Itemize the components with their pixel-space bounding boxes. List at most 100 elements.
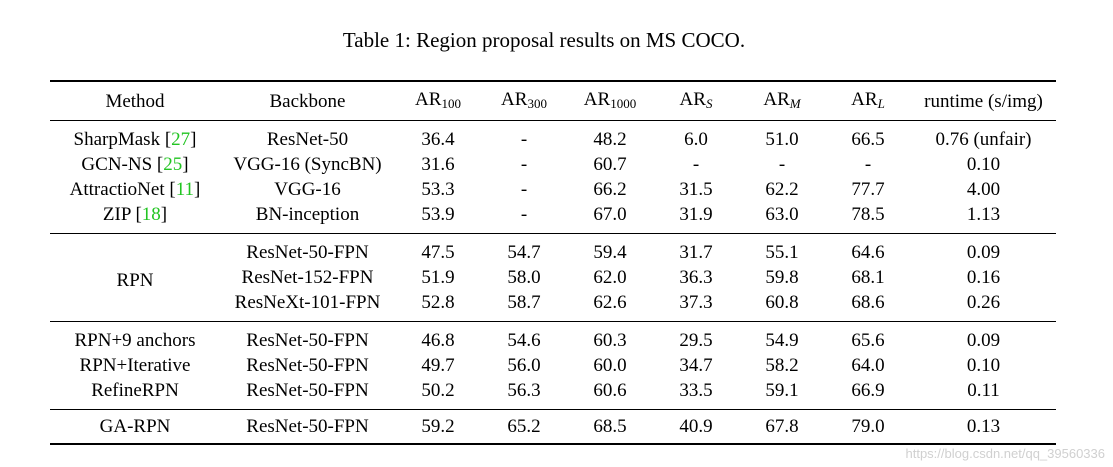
ars-cell: 31.9 bbox=[679, 204, 713, 225]
arl-cell: 78.5 bbox=[851, 204, 885, 225]
runtime-cell: 0.09 bbox=[966, 242, 1001, 263]
arl-cell: 68.1 bbox=[851, 267, 885, 288]
arm-cell: - bbox=[778, 154, 786, 175]
table-row: ResNeXt-101-FPN 52.8 58.7 62.6 37.3 60.8… bbox=[50, 290, 1056, 322]
method-cell: ZIP [18] bbox=[102, 204, 168, 225]
ars-cell: 6.0 bbox=[684, 129, 708, 150]
ar300-cell: 54.7 bbox=[507, 242, 541, 263]
header-arm: ARM bbox=[763, 88, 801, 111]
header-ars: ARS bbox=[679, 88, 713, 111]
ars-cell: 31.7 bbox=[679, 242, 713, 263]
ar100-cell: 46.8 bbox=[421, 330, 455, 351]
table-row: RPN ResNet-50-FPN 47.5 54.7 59.4 31.7 55… bbox=[50, 234, 1056, 291]
backbone-cell: ResNet-50-FPN bbox=[246, 355, 369, 376]
ar1000-cell: 60.3 bbox=[593, 330, 627, 351]
table-row: GCN-NS [25] VGG-16 (SyncBN) 31.6 - 60.7 … bbox=[50, 152, 1056, 177]
arl-cell: 68.6 bbox=[851, 292, 885, 313]
ars-cell: 37.3 bbox=[679, 292, 713, 313]
arm-cell: 59.8 bbox=[765, 267, 799, 288]
arl-cell: 66.5 bbox=[851, 129, 885, 150]
table-row: RPN+Iterative ResNet-50-FPN 49.7 56.0 60… bbox=[50, 353, 1056, 378]
backbone-cell: VGG-16 bbox=[274, 179, 341, 200]
method-cell: RPN+9 anchors bbox=[74, 330, 196, 351]
method-cell: RPN bbox=[116, 270, 154, 291]
backbone-cell: ResNet-50-FPN bbox=[246, 242, 369, 263]
method-cell: SharpMask [27] bbox=[73, 129, 197, 150]
ar100-cell: 59.2 bbox=[421, 416, 455, 437]
ar100-cell: 52.8 bbox=[421, 292, 455, 313]
arm-cell: 63.0 bbox=[765, 204, 799, 225]
ar1000-cell: 60.7 bbox=[593, 154, 627, 175]
group-prior-methods: SharpMask [27] ResNet-50 36.4 - 48.2 6.0… bbox=[50, 121, 1056, 234]
table-row: RPN+9 anchors ResNet-50-FPN 46.8 54.6 60… bbox=[50, 322, 1056, 354]
arm-cell: 55.1 bbox=[765, 242, 799, 263]
citation-link[interactable]: 11 bbox=[175, 179, 194, 200]
ars-cell: - bbox=[692, 154, 700, 175]
arl-cell: 66.9 bbox=[851, 380, 885, 401]
ar300-cell: - bbox=[520, 204, 528, 225]
ar300-cell: - bbox=[520, 129, 528, 150]
group-rpn: RPN ResNet-50-FPN 47.5 54.7 59.4 31.7 55… bbox=[50, 234, 1056, 322]
method-cell: AttractioNet [11] bbox=[69, 179, 201, 200]
ar300-cell: 58.7 bbox=[507, 292, 541, 313]
ar1000-cell: 62.0 bbox=[593, 267, 627, 288]
watermark: https://blog.csdn.net/qq_39560336 bbox=[905, 446, 1106, 461]
results-table: Method Backbone AR100 AR300 AR1000 ARS A… bbox=[50, 80, 1056, 445]
arm-cell: 62.2 bbox=[765, 179, 799, 200]
arm-cell: 54.9 bbox=[765, 330, 799, 351]
ar1000-cell: 62.6 bbox=[593, 292, 627, 313]
ar1000-cell: 68.5 bbox=[593, 416, 627, 437]
ar100-cell: 47.5 bbox=[421, 242, 455, 263]
group-ga-rpn: GA-RPN ResNet-50-FPN 59.2 65.2 68.5 40.9… bbox=[50, 410, 1056, 445]
arm-cell: 60.8 bbox=[765, 292, 799, 313]
backbone-cell: ResNet-152-FPN bbox=[241, 267, 374, 288]
ar1000-cell: 66.2 bbox=[593, 179, 627, 200]
ars-cell: 33.5 bbox=[679, 380, 713, 401]
runtime-cell: 0.10 bbox=[966, 355, 1001, 376]
ar100-cell: 49.7 bbox=[421, 355, 455, 376]
ar100-cell: 50.2 bbox=[421, 380, 455, 401]
table-row: GA-RPN ResNet-50-FPN 59.2 65.2 68.5 40.9… bbox=[50, 410, 1056, 445]
table-row: ResNet-152-FPN 51.9 58.0 62.0 36.3 59.8 … bbox=[50, 265, 1056, 290]
citation-link[interactable]: 18 bbox=[141, 204, 161, 225]
method-cell: RefineRPN bbox=[91, 380, 179, 401]
backbone-cell: ResNet-50-FPN bbox=[246, 330, 369, 351]
header-ar300: AR300 bbox=[501, 88, 547, 111]
header-runtime: runtime (s/img) bbox=[924, 90, 1043, 112]
header-ar1000: AR1000 bbox=[583, 88, 637, 111]
arm-cell: 67.8 bbox=[765, 416, 799, 437]
ars-cell: 36.3 bbox=[679, 267, 713, 288]
runtime-cell: 0.16 bbox=[966, 267, 1001, 288]
ar1000-cell: 67.0 bbox=[593, 204, 627, 225]
backbone-cell: ResNeXt-101-FPN bbox=[234, 292, 381, 313]
ar100-cell: 51.9 bbox=[421, 267, 455, 288]
ar100-cell: 31.6 bbox=[421, 154, 455, 175]
arl-cell: 64.6 bbox=[851, 242, 885, 263]
ar100-cell: 53.3 bbox=[421, 179, 455, 200]
ar300-cell: 54.6 bbox=[507, 330, 541, 351]
runtime-cell: 0.11 bbox=[967, 380, 1000, 401]
ars-cell: 34.7 bbox=[679, 355, 713, 376]
arm-cell: 59.1 bbox=[765, 380, 799, 401]
ar300-cell: 56.0 bbox=[507, 355, 541, 376]
arm-cell: 58.2 bbox=[765, 355, 799, 376]
ar300-cell: - bbox=[520, 179, 528, 200]
runtime-cell: 0.09 bbox=[966, 330, 1001, 351]
citation-link[interactable]: 25 bbox=[163, 154, 183, 175]
ar100-cell: 53.9 bbox=[421, 204, 455, 225]
ar1000-cell: 60.0 bbox=[593, 355, 627, 376]
backbone-cell: VGG-16 (SyncBN) bbox=[233, 154, 382, 175]
table-row: AttractioNet [11] VGG-16 53.3 - 66.2 31.… bbox=[50, 177, 1056, 202]
ars-cell: 40.9 bbox=[679, 416, 713, 437]
group-rpn-variants: RPN+9 anchors ResNet-50-FPN 46.8 54.6 60… bbox=[50, 322, 1056, 410]
ar300-cell: - bbox=[520, 154, 528, 175]
table-caption: Table 1: Region proposal results on MS C… bbox=[342, 28, 746, 52]
arl-cell: 77.7 bbox=[851, 179, 885, 200]
ar1000-cell: 60.6 bbox=[593, 380, 627, 401]
citation-link[interactable]: 27 bbox=[171, 129, 191, 150]
runtime-cell: 4.00 bbox=[966, 179, 1001, 200]
ar300-cell: 65.2 bbox=[507, 416, 541, 437]
ar100-cell: 36.4 bbox=[421, 129, 455, 150]
backbone-cell: BN-inception bbox=[255, 204, 360, 225]
header-arl: ARL bbox=[851, 88, 885, 111]
